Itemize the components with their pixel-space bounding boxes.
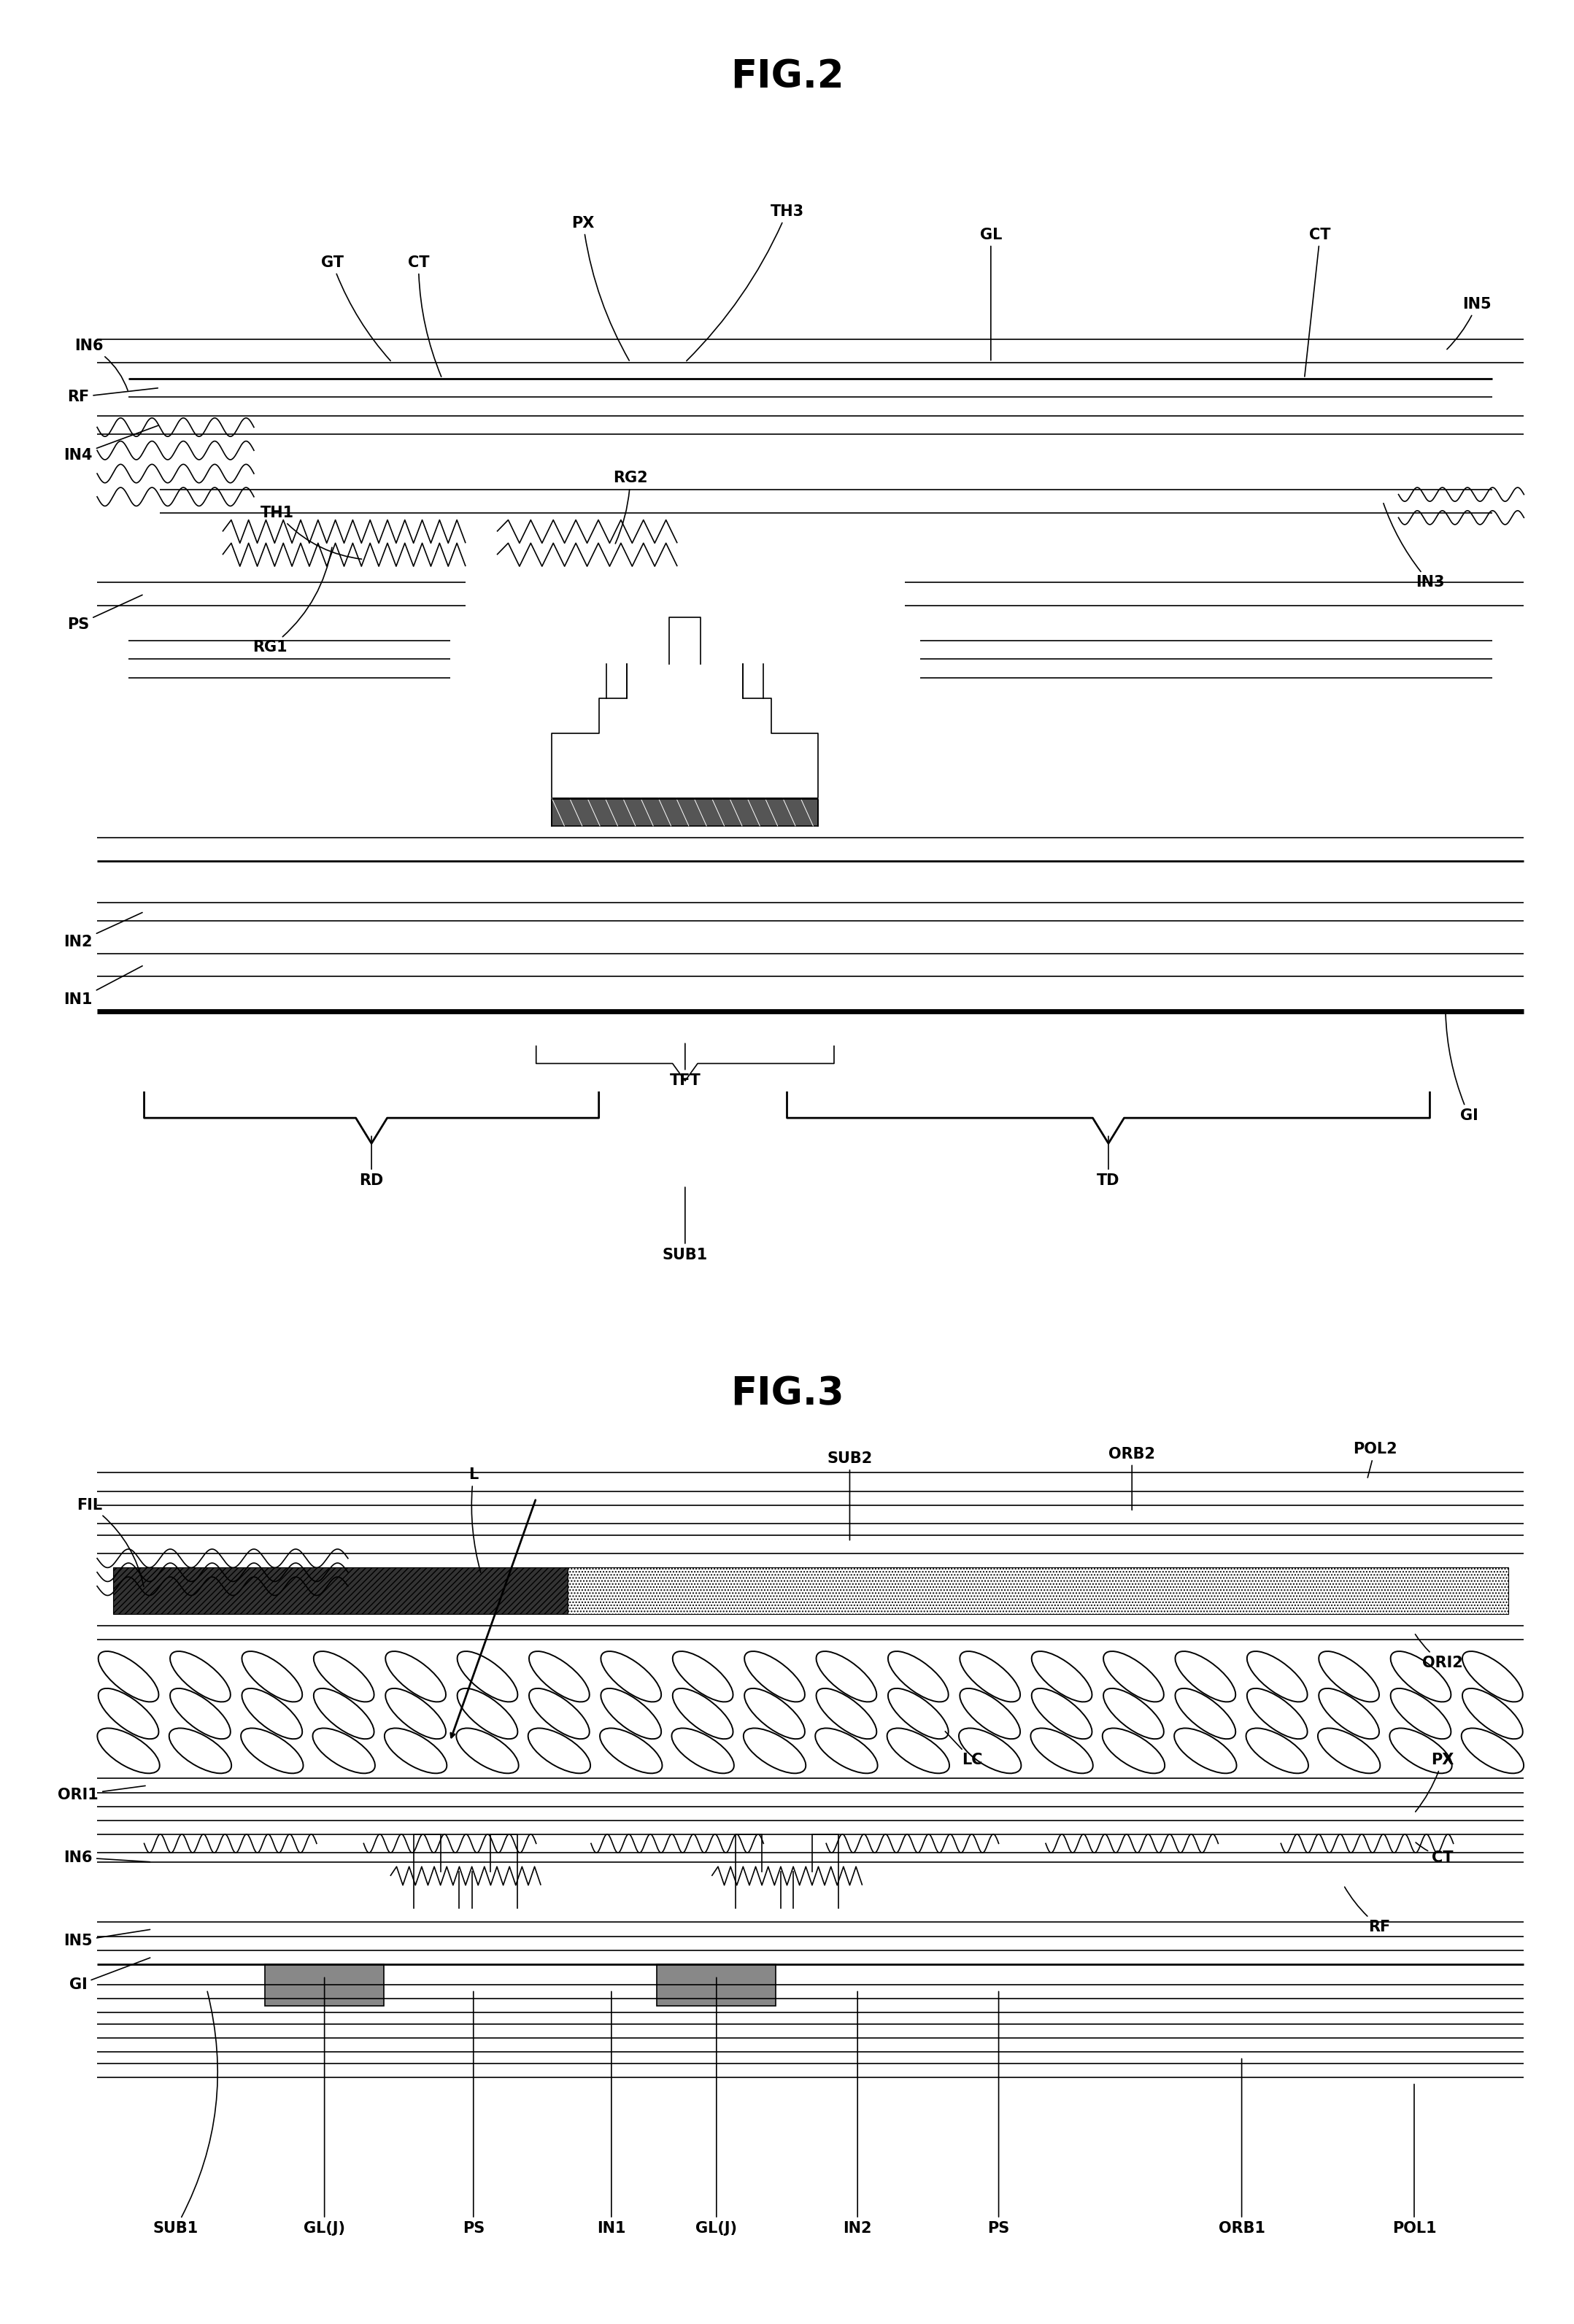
Text: GL: GL — [979, 228, 1003, 360]
Text: PX: PX — [571, 216, 630, 360]
Text: GL(J): GL(J) — [696, 1978, 737, 2236]
Text: IN2: IN2 — [65, 913, 142, 948]
Text: GI: GI — [69, 1957, 150, 1992]
Bar — [552, 797, 818, 825]
Text: SUB1: SUB1 — [153, 1992, 217, 2236]
Text: IN4: IN4 — [65, 425, 157, 462]
Text: CT: CT — [1415, 1843, 1453, 1864]
Text: PX: PX — [1415, 1752, 1454, 1813]
Text: RG1: RG1 — [252, 548, 332, 655]
Text: LC: LC — [944, 1731, 982, 1766]
Text: ORB2: ORB2 — [1108, 1448, 1155, 1511]
Text: GT: GT — [321, 256, 390, 360]
Text: TH1: TH1 — [261, 507, 362, 560]
Text: IN6: IN6 — [65, 1850, 150, 1864]
Text: ORI2: ORI2 — [1415, 1634, 1462, 1671]
Text: IN2: IN2 — [844, 1992, 872, 2236]
Text: TH3: TH3 — [686, 205, 804, 360]
Bar — [264, 1964, 384, 2006]
Text: FIG.2: FIG.2 — [730, 58, 844, 95]
Text: PS: PS — [987, 1992, 1009, 2236]
Text: IN5: IN5 — [65, 1929, 150, 1948]
Text: TFT: TFT — [669, 1043, 700, 1088]
Text: CT: CT — [408, 256, 441, 376]
Text: RG2: RG2 — [612, 472, 647, 544]
Text: POL2: POL2 — [1352, 1443, 1398, 1478]
Bar — [568, 1569, 1508, 1613]
Text: PS: PS — [68, 595, 142, 632]
Text: POL1: POL1 — [1391, 2085, 1437, 2236]
Text: SUB1: SUB1 — [663, 1188, 708, 1262]
Text: PS: PS — [463, 1992, 485, 2236]
Text: ORB1: ORB1 — [1218, 2059, 1265, 2236]
Text: L: L — [469, 1469, 480, 1573]
Text: ORI1: ORI1 — [58, 1785, 145, 1801]
Text: GL(J): GL(J) — [304, 1978, 345, 2236]
Bar — [656, 1964, 776, 2006]
Text: RF: RF — [1344, 1887, 1391, 1934]
Text: CT: CT — [1305, 228, 1332, 376]
Text: GI: GI — [1445, 1013, 1478, 1122]
Text: IN1: IN1 — [65, 967, 142, 1006]
Bar — [113, 1569, 568, 1613]
Text: IN5: IN5 — [1447, 297, 1491, 349]
Text: TD: TD — [1097, 1136, 1121, 1188]
Text: IN3: IN3 — [1384, 504, 1445, 590]
Text: IN1: IN1 — [597, 1992, 626, 2236]
Text: FIL: FIL — [77, 1497, 143, 1587]
Text: IN6: IN6 — [76, 339, 127, 390]
Text: RF: RF — [68, 388, 157, 404]
Text: SUB2: SUB2 — [826, 1452, 872, 1541]
Text: FIG.3: FIG.3 — [730, 1376, 844, 1413]
Text: RD: RD — [359, 1136, 384, 1188]
